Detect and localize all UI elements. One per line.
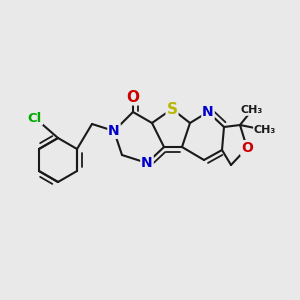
Text: O: O <box>241 141 253 155</box>
Text: CH₃: CH₃ <box>241 105 263 115</box>
Text: O: O <box>127 89 140 104</box>
Text: N: N <box>141 156 153 170</box>
Text: N: N <box>202 105 214 119</box>
Text: Cl: Cl <box>28 112 42 124</box>
Text: N: N <box>108 124 120 138</box>
Text: S: S <box>167 101 178 116</box>
Text: CH₃: CH₃ <box>254 125 276 135</box>
